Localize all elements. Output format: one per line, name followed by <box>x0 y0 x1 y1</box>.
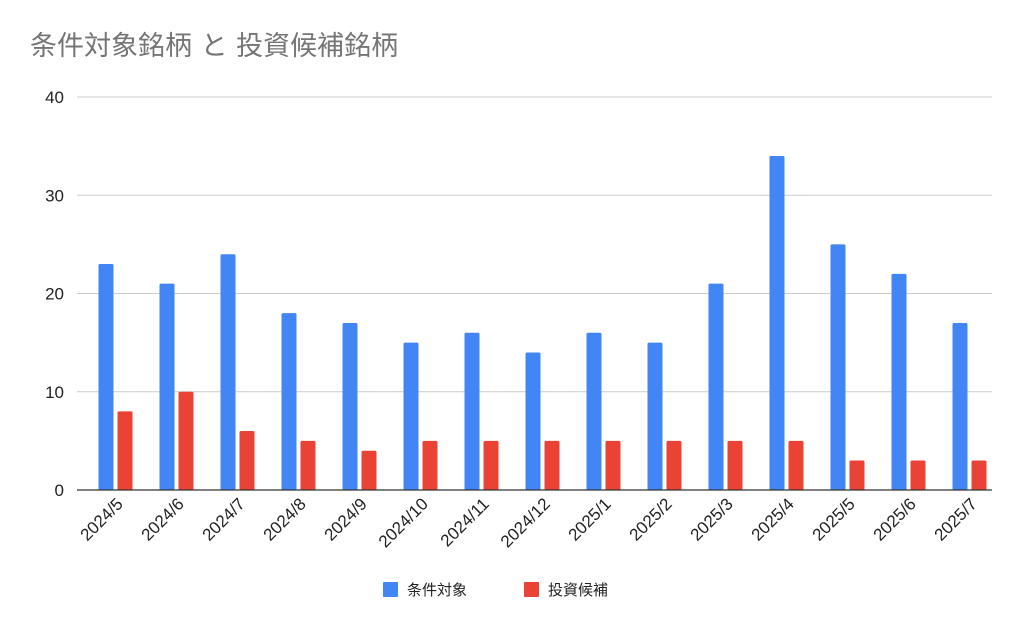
bar-series-2 <box>483 440 499 490</box>
x-tick-label: 2024/10 <box>375 494 432 551</box>
bars <box>98 155 987 490</box>
bar-series-2 <box>117 411 133 490</box>
bar-series-1 <box>342 322 358 490</box>
x-tick-label: 2025/4 <box>748 494 798 544</box>
bar-series-2 <box>605 440 621 490</box>
x-tick-label: 2024/5 <box>77 494 127 544</box>
x-tick-label: 2024/9 <box>321 494 371 544</box>
bar-series-1 <box>220 254 236 490</box>
bar-series-1 <box>830 244 846 490</box>
bar-series-1 <box>708 283 724 490</box>
legend-swatch <box>383 582 398 597</box>
bar-series-2 <box>300 440 316 490</box>
chart-title: 条件対象銘柄 と 投資候補銘柄 <box>30 31 399 62</box>
y-tick-label: 20 <box>45 285 64 304</box>
x-tick-label: 2024/11 <box>437 494 493 550</box>
y-tick-label: 30 <box>45 186 64 205</box>
x-tick-label: 2024/8 <box>260 494 310 544</box>
bar-series-2 <box>788 440 804 490</box>
x-tick-label: 2025/2 <box>626 494 676 544</box>
bar-series-1 <box>159 283 175 490</box>
gridlines <box>77 96 992 393</box>
x-tick-label: 2025/3 <box>687 494 737 544</box>
bar-series-1 <box>98 264 114 490</box>
bar-series-2 <box>971 460 987 490</box>
bar-series-2 <box>849 460 865 490</box>
x-tick-label: 2025/1 <box>565 494 615 544</box>
x-tick-label: 2025/5 <box>809 494 859 544</box>
bar-series-2 <box>544 440 560 490</box>
y-tick-label: 0 <box>55 481 64 500</box>
bar-series-2 <box>910 460 926 490</box>
legend-label: 条件対象 <box>407 581 467 599</box>
bar-series-1 <box>281 313 297 490</box>
bar-series-2 <box>178 391 194 490</box>
bar-series-1 <box>769 155 785 490</box>
x-tick-label: 2024/6 <box>138 494 188 544</box>
x-tick-label: 2025/7 <box>931 494 981 544</box>
bar-series-1 <box>403 342 419 490</box>
bar-series-2 <box>666 440 682 490</box>
x-tick-label: 2024/7 <box>199 494 249 544</box>
y-tick-label: 40 <box>45 88 64 107</box>
legend-label: 投資候補 <box>548 581 608 599</box>
bar-series-2 <box>361 450 377 490</box>
bar-series-2 <box>239 431 255 490</box>
bar-series-1 <box>647 342 663 490</box>
x-tick-label: 2025/6 <box>870 494 920 544</box>
x-tick-label: 2024/12 <box>497 494 554 551</box>
y-tick-label: 10 <box>45 383 64 402</box>
legend: 条件対象 投資候補 <box>383 581 608 599</box>
bar-series-2 <box>422 440 438 490</box>
bar-series-1 <box>525 352 541 490</box>
bar-series-1 <box>891 273 907 490</box>
bar-series-1 <box>464 332 480 490</box>
bar-series-2 <box>727 440 743 490</box>
bar-series-1 <box>586 332 602 490</box>
bar-series-1 <box>952 322 968 490</box>
legend-swatch <box>524 582 539 597</box>
